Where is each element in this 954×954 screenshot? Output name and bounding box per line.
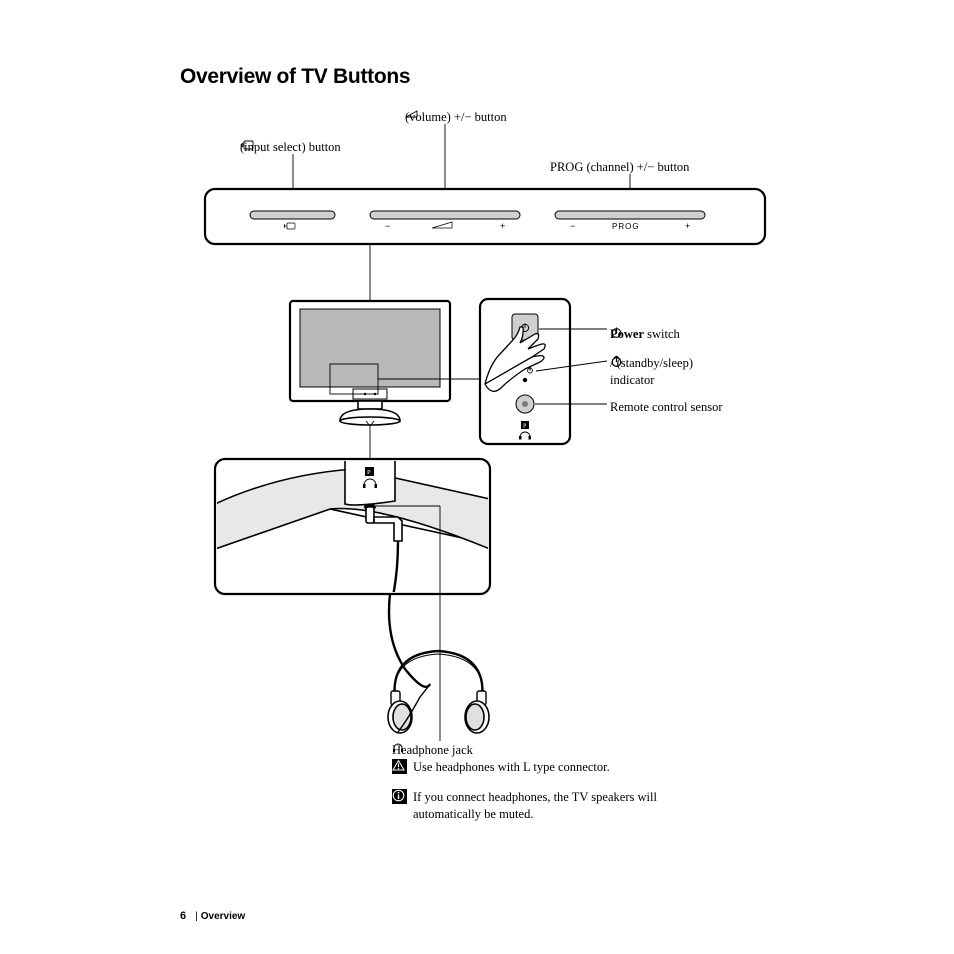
page-footer: 6|Overview (180, 910, 245, 922)
side-panel-illustration: / P (480, 299, 570, 444)
diagram-svg: − + − PROG + (180, 109, 800, 889)
svg-text:+: + (685, 221, 690, 231)
svg-text:−: − (570, 221, 575, 231)
svg-text:P: P (367, 469, 371, 476)
svg-text:−: − (385, 221, 390, 231)
diagram: (volume) +/− button (input select) butto… (180, 109, 800, 889)
svg-text:PROG: PROG (612, 222, 640, 231)
closeup-illustration: P (215, 459, 490, 609)
page-title: Overview of TV Buttons (180, 65, 800, 89)
svg-text:+: + (500, 221, 505, 231)
tv-illustration (290, 301, 450, 425)
headphones-illustration (388, 651, 489, 733)
